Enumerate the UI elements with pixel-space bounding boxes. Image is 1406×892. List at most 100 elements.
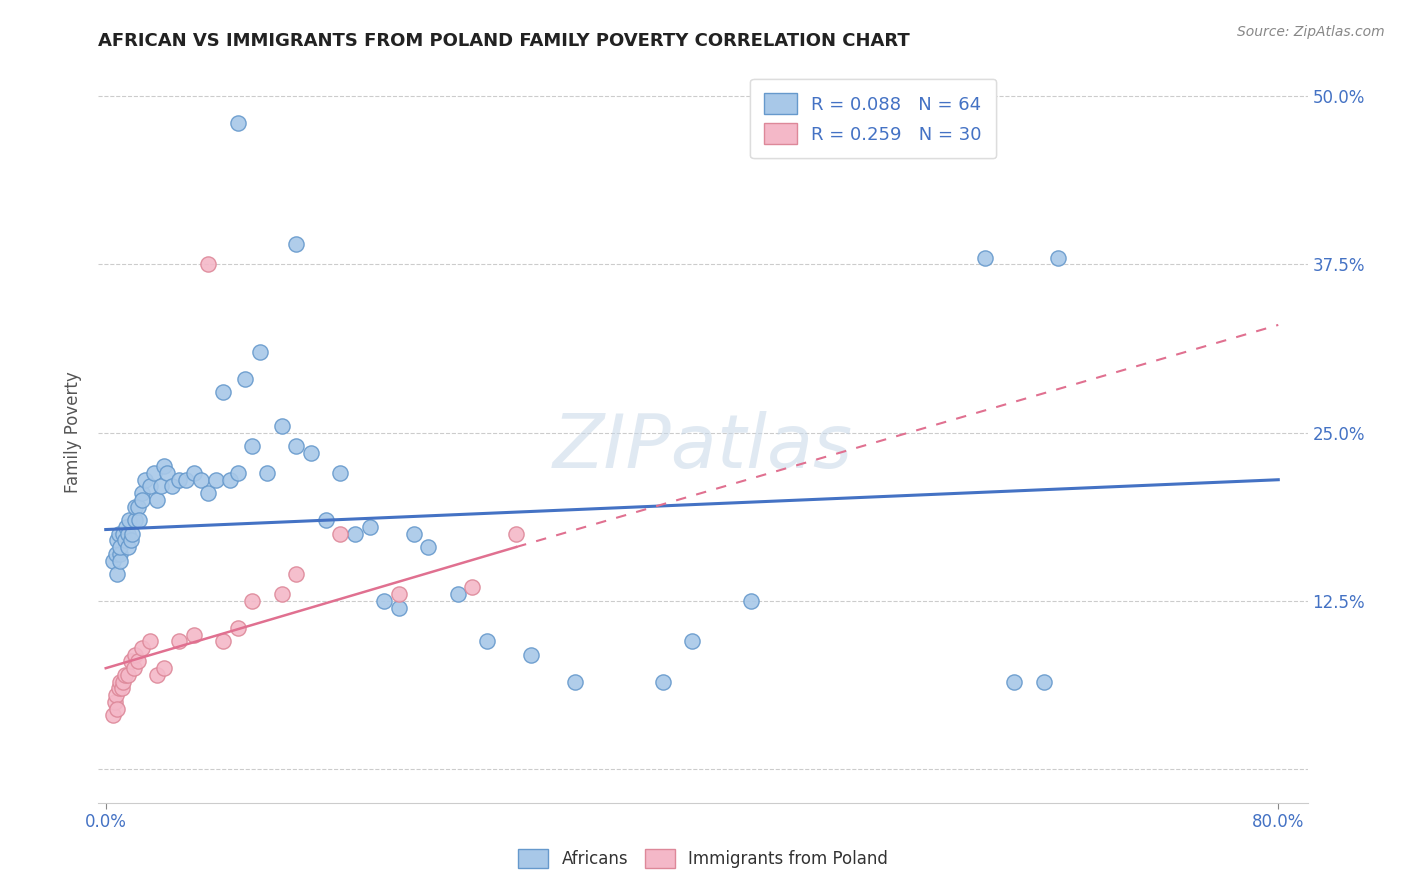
Point [190,473,212,487]
Point [204,473,226,487]
Point [183,466,205,480]
Point [329,526,352,541]
Point [124,648,146,662]
Point [176,473,198,487]
Point [117,668,139,682]
Point [114,533,136,548]
Point [520,648,543,662]
Point [212,385,235,400]
Point [219,473,242,487]
Point [974,251,997,265]
Point [167,634,190,648]
Point [160,479,183,493]
Y-axis label: Family Poverty: Family Poverty [65,372,83,493]
Point [131,492,153,507]
Point [127,655,149,669]
Point [138,479,160,493]
Point [112,526,135,541]
Point [107,566,129,581]
Point [1047,251,1070,265]
Point [1004,674,1026,689]
Legend: R = 0.088   N = 64, R = 0.259   N = 30: R = 0.088 N = 64, R = 0.259 N = 30 [749,78,997,159]
Point [131,486,153,500]
Point [240,439,263,453]
Point [240,594,263,608]
Point [111,681,134,696]
Point [107,533,129,548]
Point [197,257,219,271]
Point [270,418,292,433]
Point [212,634,235,648]
Point [134,473,156,487]
Point [475,634,498,648]
Text: AFRICAN VS IMMIGRANTS FROM POLAND FAMILY POVERTY CORRELATION CHART: AFRICAN VS IMMIGRANTS FROM POLAND FAMILY… [98,32,910,50]
Point [138,634,160,648]
Point [117,540,139,554]
Point [114,668,136,682]
Point [167,473,190,487]
Point [117,526,139,541]
Point [108,526,131,541]
Point [127,500,149,514]
Point [418,540,440,554]
Point [373,594,395,608]
Point [115,520,138,534]
Point [226,466,249,480]
Point [150,479,173,493]
Point [118,513,141,527]
Point [120,655,142,669]
Point [101,708,124,723]
Point [131,640,153,655]
Point [1032,674,1054,689]
Point [112,674,135,689]
Point [110,674,132,689]
Point [105,688,128,702]
Point [446,587,468,601]
Point [740,594,762,608]
Point [402,526,425,541]
Point [105,547,128,561]
Point [249,344,271,359]
Point [101,553,124,567]
Point [124,513,146,527]
Point [124,500,146,514]
Point [315,513,337,527]
Point [461,581,484,595]
Point [226,621,249,635]
Legend: Africans, Immigrants from Poland: Africans, Immigrants from Poland [512,842,894,875]
Point [256,466,278,480]
Point [121,526,143,541]
Point [120,533,142,548]
Point [107,701,129,715]
Point [285,566,308,581]
Point [153,661,176,675]
Point [285,237,308,252]
Point [153,459,176,474]
Point [146,668,169,682]
Point [285,439,308,453]
Text: ZIPatlas: ZIPatlas [553,411,853,483]
Point [108,681,131,696]
Point [110,540,132,554]
Point [110,553,132,567]
Point [388,587,411,601]
Point [681,634,703,648]
Point [226,116,249,130]
Point [183,627,205,641]
Point [156,466,179,480]
Point [329,466,352,480]
Text: Source: ZipAtlas.com: Source: ZipAtlas.com [1237,25,1385,39]
Point [103,695,125,709]
Point [359,520,381,534]
Point [651,674,673,689]
Point [143,466,166,480]
Point [299,446,322,460]
Point [233,372,256,386]
Point [146,492,169,507]
Point [270,587,292,601]
Point [110,547,132,561]
Point [343,526,366,541]
Point [505,526,527,541]
Point [197,486,219,500]
Point [128,513,150,527]
